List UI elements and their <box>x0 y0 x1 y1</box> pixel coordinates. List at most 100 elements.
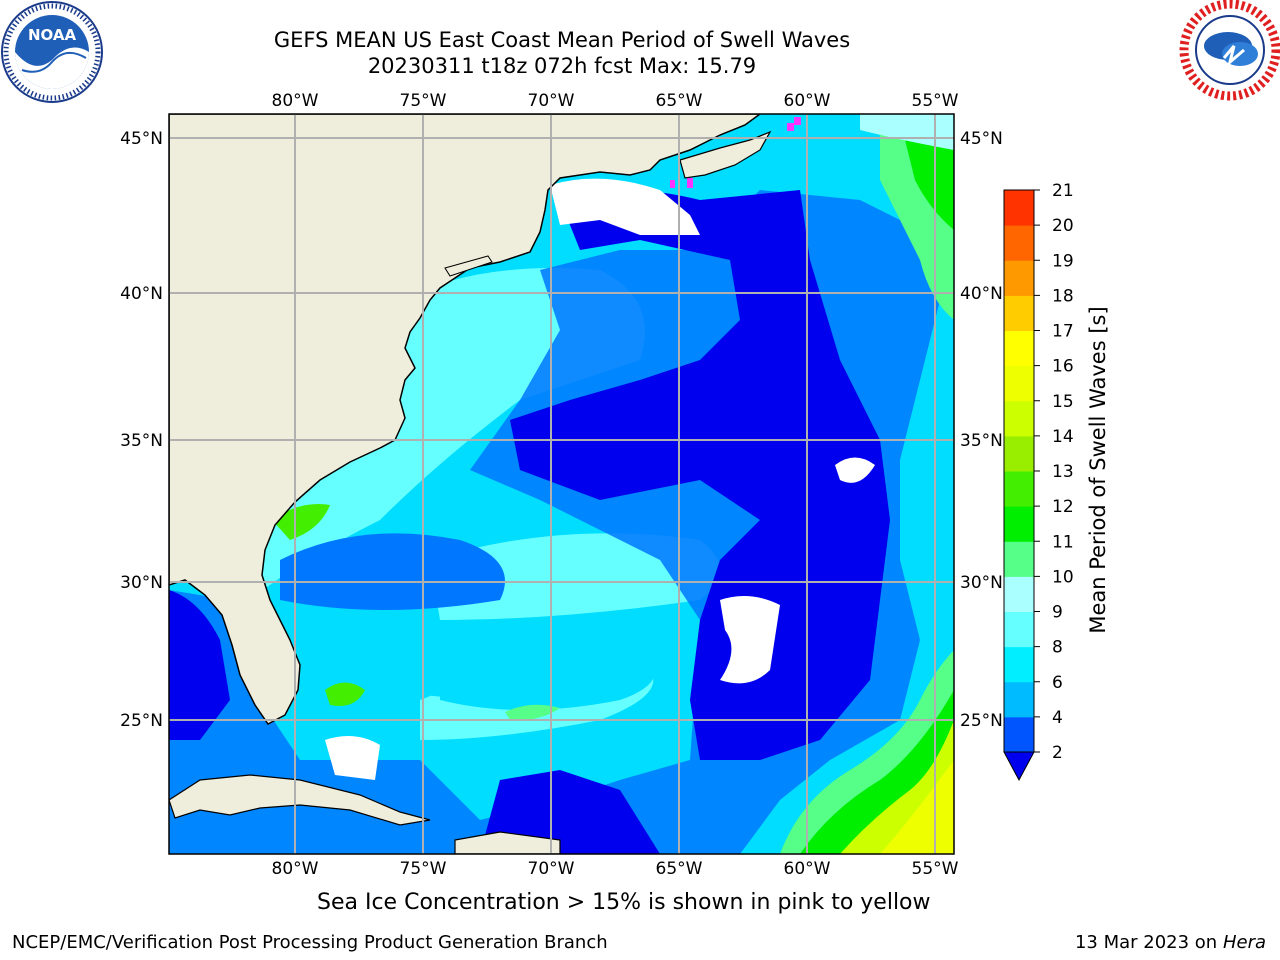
colorbar-tick-label: 21 <box>1052 181 1074 201</box>
no-data-area <box>325 736 380 780</box>
forecast-subtitle: 20230311 t18z 072h fcst Max: 15.79 <box>367 54 757 78</box>
colorbar-tick-label: 9 <box>1052 603 1063 623</box>
lat-label: 45°N <box>960 129 1003 149</box>
period-band-6-8 <box>430 533 720 620</box>
graticule <box>169 114 954 854</box>
lat-label: 40°N <box>960 284 1003 304</box>
colorbar-tick-label: 14 <box>1052 427 1074 447</box>
colorbar-under-triangle <box>1003 751 1035 782</box>
period-patch-green <box>505 704 560 721</box>
land-hispaniola <box>454 831 561 854</box>
colorbar-label: Mean Period of Swell Waves [s] <box>1086 306 1110 633</box>
noaa-logo-text: NOAA <box>28 26 77 44</box>
period-band-2-4 <box>280 533 505 610</box>
lon-label: 80°W <box>272 91 319 111</box>
colorbar-segment <box>1004 330 1034 367</box>
land-long-island <box>444 255 493 277</box>
colorbar-segment <box>1004 646 1034 683</box>
land-cuba <box>169 774 431 826</box>
lon-label: 80°W <box>272 859 319 879</box>
lon-label: 70°W <box>528 91 575 111</box>
colorbar-segment <box>1004 576 1034 612</box>
map-frame <box>168 113 955 855</box>
lon-labels-top: 80°W 75°W 70°W 65°W 60°W 55°W <box>272 91 959 111</box>
colorbar-tick-label: 15 <box>1052 392 1074 412</box>
colorbar-segment <box>1004 295 1034 331</box>
lat-label: 35°N <box>120 431 163 451</box>
no-data-area <box>550 178 700 235</box>
period-band-4-6 <box>300 613 500 700</box>
colorbar-tick-label: 8 <box>1052 638 1063 658</box>
lon-label: 65°W <box>656 91 703 111</box>
colorbar-segment <box>1004 400 1034 437</box>
lon-label: 75°W <box>400 859 447 879</box>
lon-label: 65°W <box>656 859 703 879</box>
colorbar-segment <box>1004 471 1034 507</box>
colorbar-tick-label: 11 <box>1052 532 1074 552</box>
credit-branch: NCEP/EMC/Verification Post Processing Pr… <box>12 932 608 953</box>
lon-labels-bottom: 80°W 75°W 70°W 65°W 60°W 55°W <box>272 859 959 879</box>
sea-ice-marker <box>687 178 693 188</box>
period-band-8-9 <box>860 114 954 150</box>
colorbar-segment <box>1004 541 1034 577</box>
colorbar-tick-label: 2 <box>1052 743 1063 763</box>
colorbar-tick-label: 4 <box>1052 708 1063 728</box>
no-data-area <box>835 457 875 483</box>
period-band-10-11 <box>905 140 954 230</box>
nws-logo <box>1179 0 1280 101</box>
lat-label: 30°N <box>120 573 163 593</box>
lon-label: 55°W <box>912 91 959 111</box>
lat-labels-left: 45°N 40°N 35°N 30°N 25°N <box>120 129 163 731</box>
lat-labels-right: 45°N 40°N 35°N 30°N 25°N <box>960 129 1003 731</box>
lon-label: 60°W <box>784 859 831 879</box>
lat-label: 45°N <box>120 129 163 149</box>
credit-host: Hera <box>1222 932 1266 953</box>
colorbar-tick-label: 6 <box>1052 673 1063 693</box>
colorbar-segment <box>1004 506 1034 542</box>
land-nova-scotia <box>679 130 772 179</box>
period-band-6-8 <box>240 268 645 600</box>
colorbar-tick-label: 20 <box>1052 216 1074 236</box>
sea-ice-note: Sea Ice Concentration > 15% is shown in … <box>317 890 931 915</box>
colorbar-tick-label: 18 <box>1052 286 1074 306</box>
colorbar-segment <box>1004 365 1034 402</box>
credit-date: 13 Mar 2023 on Hera <box>1075 932 1266 953</box>
lat-label: 30°N <box>960 573 1003 593</box>
land-north-america <box>169 114 762 725</box>
colorbar: 2 4 6 8 9 10 11 12 13 14 15 16 17 18 19 20 21 <box>1003 181 1074 782</box>
colorbar-segment <box>1004 435 1034 472</box>
period-below-2 <box>480 770 660 854</box>
colorbar-tick-label: 16 <box>1052 357 1074 377</box>
no-data-area <box>720 596 780 684</box>
lon-label: 75°W <box>400 91 447 111</box>
lat-label: 25°N <box>960 711 1003 731</box>
chart-title: GEFS MEAN US East Coast Mean Period of S… <box>273 28 851 52</box>
period-patch-green <box>272 504 330 540</box>
sea-ice-marker <box>794 117 801 125</box>
credit-date-text: 13 Mar 2023 on <box>1074 932 1218 953</box>
period-patch-green <box>325 682 365 706</box>
lon-label: 55°W <box>912 859 959 879</box>
period-below-2 <box>169 590 230 740</box>
lon-label: 70°W <box>528 859 575 879</box>
period-below-2 <box>510 190 890 760</box>
colorbar-tick-label: 10 <box>1052 567 1074 587</box>
lat-label: 40°N <box>120 284 163 304</box>
colorbar-segment <box>1004 260 1034 296</box>
colorbar-segment <box>1004 716 1034 753</box>
map-plot-area <box>169 114 954 854</box>
lon-label: 60°W <box>784 91 831 111</box>
lat-label: 25°N <box>120 711 163 731</box>
sea-ice-marker <box>670 180 675 188</box>
lat-label: 35°N <box>960 431 1003 451</box>
colorbar-segment <box>1004 225 1034 261</box>
colorbar-segment <box>1004 681 1034 718</box>
colorbar-tick-label: 12 <box>1052 497 1074 517</box>
colorbar-tick-label: 13 <box>1052 462 1074 482</box>
noaa-logo: NOAA <box>1 1 103 103</box>
sea-ice-marker <box>787 123 794 131</box>
colorbar-tick-label: 19 <box>1052 251 1074 271</box>
colorbar-tick-label: 17 <box>1052 322 1074 342</box>
colorbar-segment <box>1004 611 1034 648</box>
